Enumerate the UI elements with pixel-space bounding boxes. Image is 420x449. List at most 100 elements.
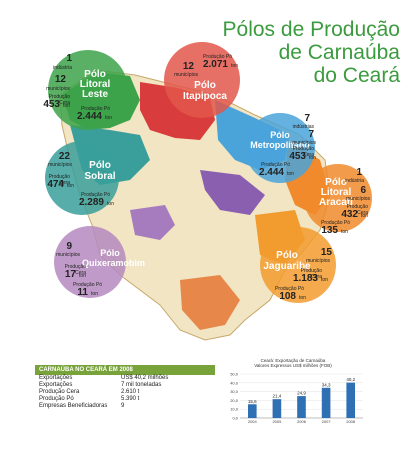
y-tick-label: 50,0 xyxy=(230,372,239,377)
ar-municipios-value: 6 xyxy=(360,185,366,196)
ar-po-value: 135 xyxy=(321,225,338,236)
bar xyxy=(321,387,331,418)
so-cera-unit: ton xyxy=(67,183,74,189)
qx-cera-label: Produção Cera xyxy=(64,264,86,276)
qx-po-unit: ton xyxy=(91,291,98,297)
x-tick-label: 2004 xyxy=(248,419,258,424)
pole-name-jaguaribe: Pólo Jaguaribe xyxy=(263,250,311,272)
jg-po-label: Produção Pó xyxy=(275,286,304,292)
x-tick-label: 2008 xyxy=(346,419,356,424)
chart-subtitle: Valores Expressos US$ milhões (FOB) xyxy=(254,363,332,368)
jg-cera-unit: ton xyxy=(321,277,328,283)
ar-industrias-value: 1 xyxy=(356,167,362,178)
data-label: 21,4 xyxy=(273,394,282,399)
circle-metropolitano xyxy=(245,113,315,183)
ar-industrias-label: indústria xyxy=(345,178,364,184)
mt-po-value: 2.444 xyxy=(258,167,284,178)
mt-cera-label: Produção Cera xyxy=(292,146,314,158)
so-municipios-value: 22 xyxy=(58,151,70,162)
so-po-unit: ton xyxy=(107,201,114,207)
ll-industrias-label: indústria xyxy=(53,65,72,71)
ll-po-unit: ton xyxy=(105,115,112,121)
so-po-value: 2.289 xyxy=(78,197,104,208)
so-municipios-label: municípios xyxy=(48,162,72,168)
it-municipios-value: 12 xyxy=(182,61,194,72)
ll-municipios-label: municípios xyxy=(46,86,70,92)
qx-municipios-label: municípios xyxy=(56,252,80,258)
so-po-label: Produção Pó xyxy=(81,192,110,198)
mt-po-unit: ton xyxy=(287,171,294,177)
y-tick-label: 10,0 xyxy=(230,407,239,412)
pole-name-metropolitano: Pólo Metropolitano xyxy=(250,130,310,150)
mt-cera-value: 453 xyxy=(289,151,306,162)
ll-po-label: Produção Pó xyxy=(81,106,110,112)
region-south xyxy=(180,275,240,330)
mt-municipios-value: 7 xyxy=(308,129,314,140)
qx-cera-value: 17 xyxy=(64,269,76,280)
pole-name-quixeramobim: Pólo Quixeramobim xyxy=(82,248,146,268)
so-cera-value: 474 xyxy=(47,179,64,190)
pole-name-litoral-leste: Pólo Litoral Leste xyxy=(79,69,111,100)
data-label: 34,3 xyxy=(322,382,331,387)
mt-po-label: Produção Pó xyxy=(261,162,290,168)
x-tick-label: 2005 xyxy=(272,419,282,424)
jg-cera-label: Produção Cera xyxy=(300,268,322,280)
ar-cera-value: 432 xyxy=(341,209,358,220)
map-title: Pólos de Produção de Carnaúba do Ceará xyxy=(223,18,400,87)
export-chart: Ceará: Exportação de Carnaúba Valores Ex… xyxy=(218,358,368,430)
data-label: 24,9 xyxy=(297,391,306,396)
title-line-2: de Carnaúba xyxy=(278,41,400,64)
title-line-3: do Ceará xyxy=(313,64,400,87)
data-label: 15,6 xyxy=(248,399,257,404)
it-po-value: 2.071 xyxy=(202,59,228,70)
ar-municipios-label: municípios xyxy=(346,196,370,202)
pole-name-sobral: Pólo Sobral xyxy=(84,160,116,182)
ar-cera-unit: ton xyxy=(361,213,368,219)
it-po-unit: ton xyxy=(231,63,238,69)
ar-po-unit: ton xyxy=(341,229,348,235)
stats-header: CARNAÚBA NO CEARÁ EM 2008 xyxy=(35,365,215,375)
qx-po-value: 11 xyxy=(77,287,88,298)
chart-title: Ceará: Exportação de Carnaúba xyxy=(260,358,326,363)
y-tick-label: 20,0 xyxy=(230,398,239,403)
jg-po-unit: ton xyxy=(299,295,306,301)
it-municipios-label: municípios xyxy=(174,72,198,78)
circle-quixeramobim xyxy=(54,226,126,298)
stats-table: CARNAÚBA NO CEARÁ EM 2008 Exportações US$… xyxy=(35,365,215,410)
mt-municipios-label: municípios xyxy=(292,140,316,146)
qx-cera-unit: ton xyxy=(79,273,86,279)
jg-municipios-label: municípios xyxy=(306,258,330,264)
y-tick-label: 30,0 xyxy=(230,389,239,394)
x-tick-label: 2007 xyxy=(322,419,332,424)
so-cera-label: Produção Cera xyxy=(48,174,70,186)
stats-row: Exportações 7 mil toneladas xyxy=(39,382,162,388)
mt-industrias-label: indústrias xyxy=(292,124,314,130)
stats-row: Produção Cera 2.610 t xyxy=(39,389,140,395)
ll-cera-value: 453 xyxy=(43,99,60,110)
bar xyxy=(346,382,356,418)
chart-svg: 0,0 10,0 20,0 30,0 40,0 50,0 15,6 2004 21,4 2005 2… xyxy=(230,372,363,424)
stats-row: Empresas Beneficiadoras 9 xyxy=(39,403,125,409)
circle-itapipoca xyxy=(164,42,240,118)
bar xyxy=(247,404,257,418)
ar-po-label: Produção Pó xyxy=(321,220,350,226)
data-label: 40,2 xyxy=(346,377,355,382)
stats-row: Produção Pó 5.390 t xyxy=(39,396,140,402)
circle-sobral xyxy=(45,141,119,215)
it-po-label: Produção Pó xyxy=(203,54,232,60)
ll-po-value: 2.444 xyxy=(76,111,102,122)
ar-cera-label: Produção Cera xyxy=(346,204,368,216)
bar xyxy=(297,396,306,418)
circle-jaguaribe xyxy=(260,227,336,303)
region-central xyxy=(200,170,265,215)
circle-litoral-leste xyxy=(48,50,128,130)
mt-industrias-value: 7 xyxy=(304,113,310,124)
ll-industrias-value: 1 xyxy=(66,53,72,64)
ll-municipios-value: 12 xyxy=(54,74,66,85)
y-tick-label: 40,0 xyxy=(230,380,239,385)
jg-po-value: 108 xyxy=(279,291,296,302)
qx-po-label: Produção Pó xyxy=(73,282,102,288)
pole-name-itapipoca: Pólo Itapipoca xyxy=(183,80,227,102)
circle-aracati xyxy=(304,164,372,232)
